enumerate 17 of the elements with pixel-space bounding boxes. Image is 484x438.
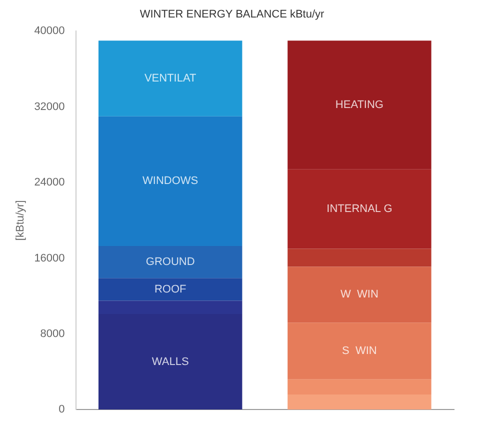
series-label: HEATING	[335, 99, 384, 112]
y-tick-label: 16000	[34, 252, 65, 264]
series-label: W WIN	[340, 288, 378, 301]
series-label: INTERNAL G	[326, 203, 392, 216]
chart-title: WINTER ENERGY BALANCE kBtu/yr	[140, 8, 325, 21]
series-label: WINDOWS	[142, 175, 198, 188]
series-label: WALLS	[152, 356, 189, 368]
y-axis-title: [kBtu/yr]	[14, 200, 27, 241]
y-tick-label: 40000	[34, 25, 65, 38]
y-tick-label: 24000	[34, 176, 65, 189]
y-tick-label: 8000	[40, 328, 65, 340]
y-tick-label: 0	[58, 404, 65, 416]
series-label: S WIN	[342, 344, 377, 357]
series-label: ROOF	[154, 283, 187, 296]
series-label: VENTILAT	[144, 72, 196, 85]
series-label: GROUND	[146, 256, 195, 268]
y-tick-label: 32000	[34, 100, 65, 113]
